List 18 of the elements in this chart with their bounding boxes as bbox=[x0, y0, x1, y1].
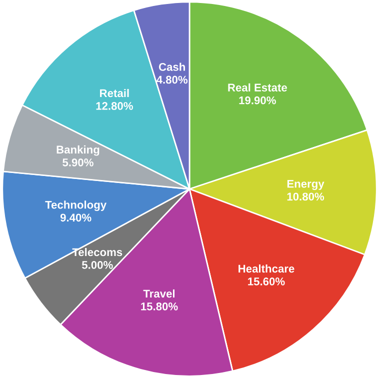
slice-label: Technology bbox=[45, 200, 107, 211]
slice-label: Retail bbox=[100, 88, 129, 98]
data-label: 9.40% bbox=[60, 214, 92, 222]
data-label: 5.00% bbox=[82, 261, 113, 269]
slice-label: Telecoms bbox=[72, 248, 122, 256]
slice-label: Energy bbox=[287, 180, 324, 190]
slice-label: Travel bbox=[143, 289, 175, 298]
slice-label: Real Estate bbox=[228, 83, 287, 92]
slice-label: Banking bbox=[56, 145, 100, 156]
data-label: 15.60% bbox=[248, 278, 285, 286]
slice-label: Cash bbox=[158, 62, 185, 71]
data-label: 5.90% bbox=[62, 158, 94, 166]
data-label: 4.80% bbox=[156, 76, 188, 84]
slice-label: Healthcare bbox=[238, 264, 294, 273]
data-label: 10.80% bbox=[287, 192, 324, 201]
data-label: 19.90% bbox=[239, 96, 276, 104]
data-label: 15.80% bbox=[141, 302, 178, 310]
data-label: 12.80% bbox=[96, 102, 133, 110]
